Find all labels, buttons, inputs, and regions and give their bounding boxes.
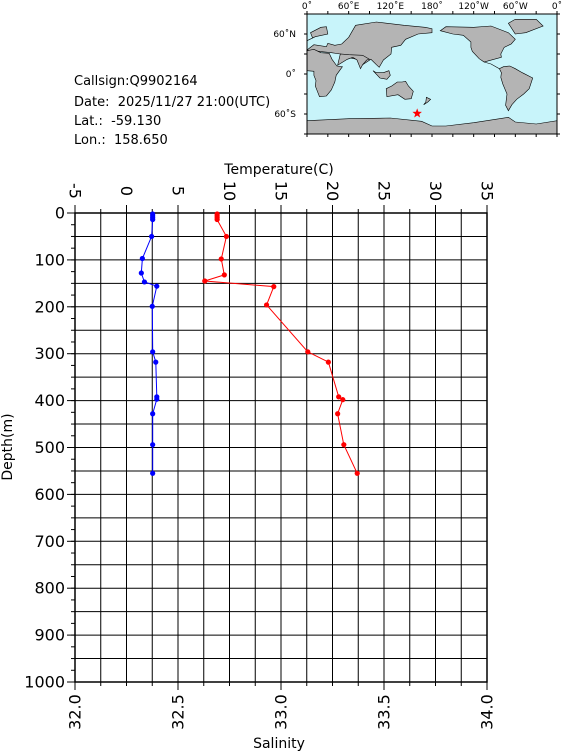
star-marker — [412, 108, 422, 118]
depth-tick-label: 1000 — [24, 673, 65, 692]
map-lon-label: 120˚W — [458, 1, 489, 12]
salinity-data-point — [150, 349, 156, 355]
depth-tick-label: 700 — [34, 532, 65, 551]
temperature-tick-label: 15 — [272, 181, 291, 201]
map-lon-label: 180˚ — [421, 1, 443, 12]
temperature-tick-label: 30 — [426, 181, 445, 201]
temperature-tick-label: 0 — [117, 186, 136, 196]
map-lat-label: 60˚S — [274, 109, 296, 120]
salinity-data-point — [139, 255, 145, 262]
salinity-data-point — [149, 233, 155, 240]
temperature-data-point — [305, 349, 311, 355]
land-mass — [385, 80, 414, 100]
depth-tick-label: 500 — [34, 438, 65, 457]
map-lon-label: 0˚ — [302, 1, 312, 12]
latitude-text: Lat.: -59.130 — [74, 114, 162, 129]
land-mass — [306, 26, 329, 41]
salinity-data-point — [150, 216, 156, 223]
land-mass — [507, 18, 544, 35]
float-info: Callsign:Q9902164 Date: 2025/11/27 21:00… — [74, 0, 270, 148]
temperature-data-point — [202, 278, 208, 284]
depth-tick-label: 200 — [34, 297, 65, 316]
salinity-profile-line — [140, 213, 158, 474]
temperature-axis-title: Temperature(C) — [223, 162, 333, 178]
temperature-data-point — [335, 411, 341, 417]
location-map: 0˚ 60˚E 120˚E 180˚ 120˚W 60˚W 0˚ 60˚N 0˚ 60˚S — [273, 1, 562, 137]
land-mass — [372, 70, 391, 80]
temperature-tick-label: 25 — [375, 181, 394, 201]
land-mass — [439, 25, 516, 63]
land-mass — [306, 48, 343, 98]
temperature-tick-label: -5 — [66, 183, 85, 199]
temperature-data-point — [214, 216, 220, 223]
temperature-data-point — [354, 470, 360, 476]
temperature-data-point — [341, 442, 347, 448]
temperature-data-point — [325, 359, 331, 365]
location-marker-icon — [412, 108, 422, 118]
map-lat-label: 0˚ — [286, 69, 296, 80]
depth-tick-label: 900 — [34, 626, 65, 645]
chart-series — [138, 211, 360, 476]
land-mass — [484, 61, 534, 112]
salinity-data-point — [138, 270, 144, 276]
temperature-tick-label: 20 — [323, 181, 342, 201]
depth-tick-label: 300 — [34, 344, 65, 363]
depth-axis-title: Depth(m) — [0, 413, 16, 480]
salinity-data-point — [141, 279, 148, 285]
map-labels: 0˚ 60˚E 120˚E 180˚ 120˚W 60˚W 0˚ 60˚N 0˚ 60˚S — [273, 1, 562, 120]
longitude-text: Lon.: 158.650 — [74, 133, 168, 148]
depth-tick-label: 100 — [34, 250, 65, 269]
salinity-axis-title: Salinity — [253, 736, 305, 751]
map-lon-label: 60˚E — [338, 1, 360, 12]
depth-tick-label: 0 — [55, 204, 65, 223]
temperature-data-point — [340, 397, 346, 403]
map-ticks — [304, 11, 560, 137]
salinity-tick-label: 33.5 — [375, 694, 394, 730]
land-mass — [337, 53, 371, 70]
map-lon-label: 0˚ — [552, 1, 562, 12]
map-lon-label: 60˚W — [503, 1, 528, 12]
map-lon-label: 120˚E — [377, 1, 405, 12]
temperature-tick-label: 10 — [220, 181, 239, 201]
date-text: Date: 2025/11/27 21:00(UTC) — [74, 95, 271, 110]
salinity-data-point — [149, 303, 155, 309]
temperature-data-point — [218, 256, 224, 262]
salinity-data-point — [150, 470, 156, 476]
temperature-data-point — [221, 272, 227, 278]
temperature-data-point — [271, 284, 277, 290]
chart-grid — [74, 212, 488, 683]
depth-tick-label: 400 — [34, 391, 65, 410]
map-lat-label: 60˚N — [273, 29, 296, 40]
callsign-text: Callsign:Q9902164 — [74, 74, 198, 89]
salinity-data-point — [153, 359, 159, 365]
depth-tick-label: 800 — [34, 579, 65, 598]
land-mass — [423, 96, 432, 105]
temperature-tick-label: 5 — [169, 186, 188, 196]
temperature-data-point — [223, 233, 230, 240]
depth-tick-label: 600 — [34, 485, 65, 504]
temperature-data-point — [263, 302, 270, 308]
salinity-data-point — [154, 396, 160, 402]
salinity-tick-label: 32.0 — [66, 694, 85, 730]
salinity-data-point — [154, 283, 160, 289]
salinity-data-point — [150, 442, 156, 448]
salinity-tick-label: 33.0 — [272, 694, 291, 730]
salinity-data-point — [150, 411, 156, 417]
temperature-data-point — [336, 394, 342, 400]
salinity-tick-label: 32.5 — [169, 694, 188, 730]
temperature-tick-label: 35 — [478, 181, 497, 201]
salinity-tick-label: 34.0 — [478, 694, 497, 730]
